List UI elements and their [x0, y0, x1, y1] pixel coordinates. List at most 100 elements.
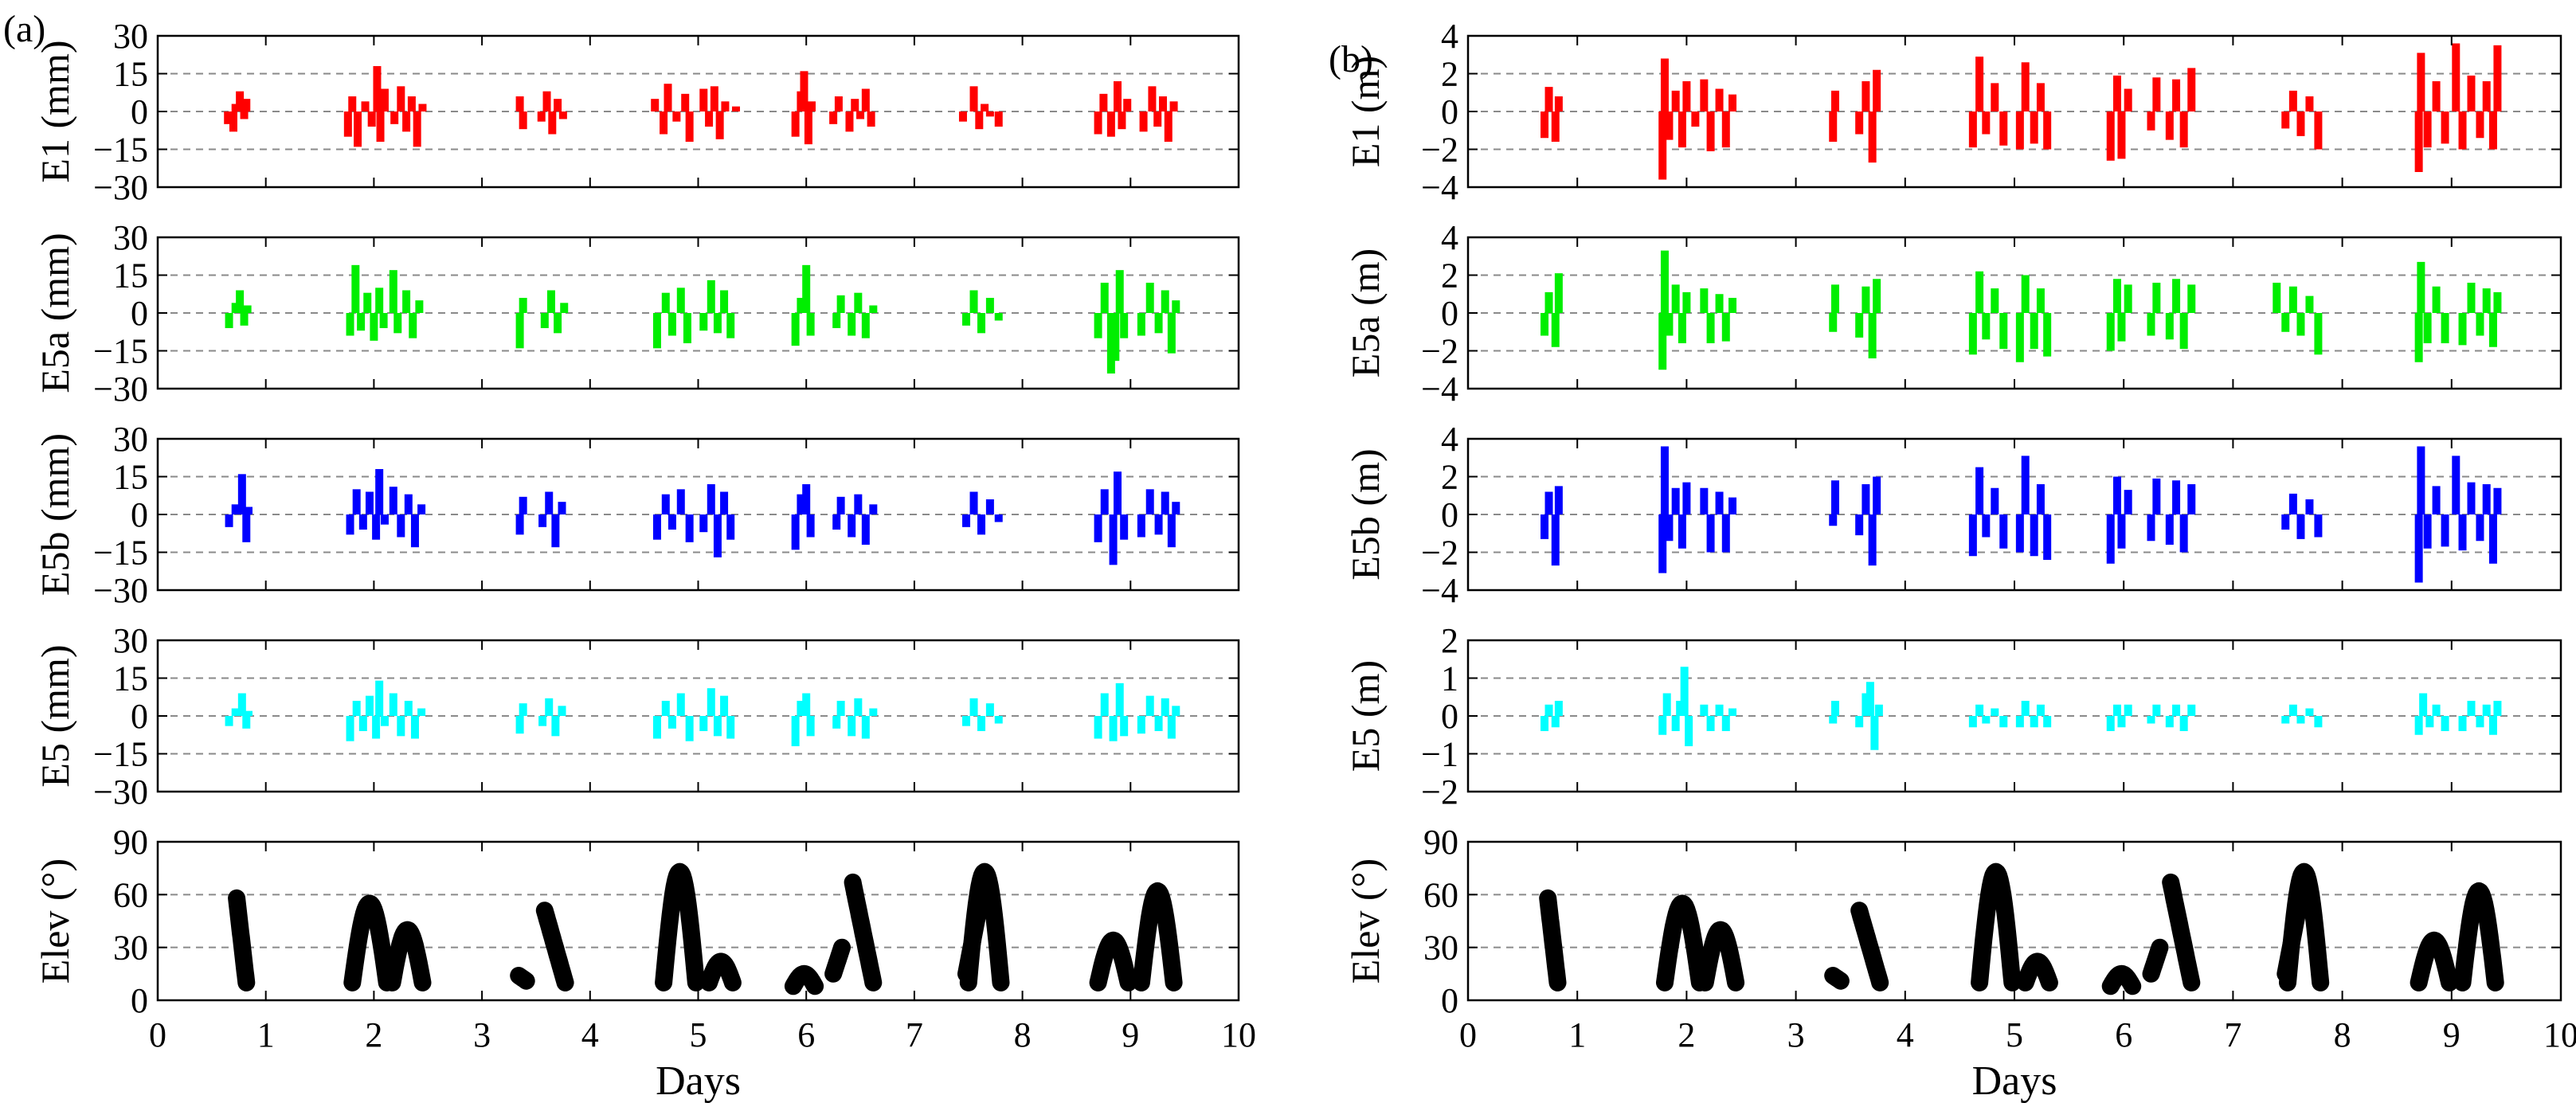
residual-point	[2165, 716, 2174, 728]
residual-point	[958, 111, 967, 122]
residual-point	[1968, 313, 1977, 355]
residual-point	[1830, 480, 1839, 514]
residual-point	[2288, 704, 2297, 716]
residual-point	[1541, 313, 1549, 336]
residual-point	[2476, 716, 2484, 728]
y-tick-label: −15	[93, 534, 148, 573]
elevation-arc	[700, 952, 742, 992]
residual-point	[1982, 313, 1991, 340]
residual-point	[1120, 514, 1129, 540]
residual-point	[2172, 79, 2181, 111]
panel-label: (b)	[1329, 38, 1373, 80]
residual-point	[1855, 111, 1864, 135]
y-tick-label: 90	[113, 823, 148, 862]
residual-point	[832, 514, 841, 530]
y-tick-label: −2	[1421, 131, 1458, 170]
residual-point	[558, 111, 567, 119]
residual-point	[1094, 111, 1102, 135]
residual-point	[1829, 716, 1838, 724]
residual-point	[2147, 716, 2155, 724]
series-marks	[1541, 43, 2502, 180]
y-tick-label: 60	[113, 875, 148, 914]
y-tick-label: −4	[1421, 370, 1458, 409]
residual-point	[2117, 716, 2126, 728]
x-tick-label: 10	[1221, 1015, 1256, 1054]
residual-point	[231, 708, 240, 716]
residual-point	[806, 514, 815, 538]
residual-point	[2296, 313, 2305, 336]
residual-point	[1728, 94, 1737, 111]
residual-point	[373, 66, 382, 111]
y-tick-label: 0	[1441, 697, 1458, 736]
residual-point	[2432, 81, 2441, 111]
residual-point	[551, 716, 560, 737]
residual-point	[836, 496, 845, 514]
residual-point	[1855, 716, 1864, 728]
residual-point	[1541, 716, 1549, 731]
elevation-arc	[1132, 882, 1183, 992]
residual-point	[1706, 716, 1715, 731]
residual-point	[1167, 514, 1176, 548]
x-tick-label: 8	[1014, 1015, 1032, 1054]
residual-point	[2021, 275, 2030, 313]
residual-point	[1554, 486, 1563, 514]
residual-point	[1862, 484, 1870, 514]
residual-point	[2112, 279, 2121, 313]
residual-point	[1541, 514, 1549, 539]
residual-point	[791, 716, 800, 746]
residual-point	[2030, 514, 2038, 557]
residual-point	[994, 313, 1003, 321]
residual-point	[225, 716, 233, 726]
residual-point	[802, 484, 811, 514]
residual-point	[1554, 96, 1563, 111]
residual-point	[802, 693, 811, 716]
y-tick-label: 0	[1441, 294, 1458, 333]
residual-point	[834, 96, 843, 111]
x-tick-label: 10	[2543, 1015, 2576, 1054]
residual-point	[365, 695, 374, 716]
residual-point	[861, 313, 870, 338]
residual-point	[721, 101, 730, 111]
residual-point	[869, 708, 878, 716]
y-axis-label: Elev (°)	[1343, 859, 1388, 984]
residual-point	[652, 716, 661, 739]
residual-point	[2414, 514, 2423, 583]
residual-point	[1682, 482, 1691, 514]
y-tick-label: 0	[1441, 92, 1458, 131]
x-tick-label: 6	[2115, 1015, 2132, 1054]
residual-point	[2152, 478, 2161, 514]
residual-point	[1544, 291, 1553, 313]
residual-point	[699, 88, 708, 111]
residual-point	[1829, 111, 1838, 142]
residual-point	[346, 514, 354, 535]
y-tick-label: 15	[113, 256, 148, 295]
residual-point	[1551, 716, 1560, 728]
residual-point	[1671, 487, 1680, 514]
elevation-arc	[2279, 862, 2330, 992]
residual-point	[1706, 514, 1715, 553]
residual-point	[545, 491, 554, 514]
y-tick-label: 0	[131, 697, 148, 736]
elevation-arc	[383, 921, 432, 992]
residual-point	[726, 313, 735, 338]
x-tick-label: 2	[365, 1015, 382, 1054]
residual-point	[1991, 83, 1999, 111]
residual-point	[1671, 716, 1680, 731]
residual-point	[2488, 716, 2497, 735]
residual-point	[2112, 704, 2121, 716]
residual-point	[393, 313, 402, 334]
residual-point	[1161, 290, 1169, 313]
residual-point	[402, 111, 411, 132]
elevation-arc	[1971, 862, 2022, 992]
residual-point	[791, 313, 800, 346]
residual-point	[2043, 111, 2052, 150]
residual-point	[2493, 701, 2502, 716]
residual-point	[1999, 313, 2008, 350]
elevation-arc	[824, 938, 851, 983]
residual-point	[1676, 701, 1685, 716]
residual-point	[2458, 111, 2467, 150]
residual-point	[985, 499, 994, 514]
